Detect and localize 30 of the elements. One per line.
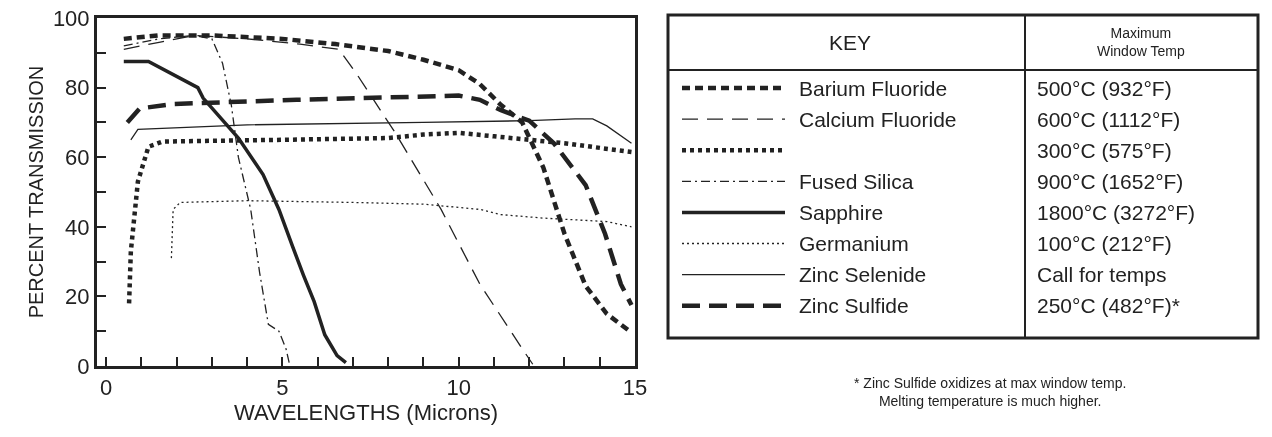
- x-tick-label: 15: [622, 375, 648, 401]
- x-tick-label: 10: [446, 375, 471, 401]
- text: 900°C (1652°F): [1037, 170, 1184, 193]
- text: 600°C (1112°F): [1037, 108, 1181, 131]
- legend-label: Sapphire: [799, 201, 884, 224]
- y-axis-title: PERCENT TRANSMISSION: [25, 65, 48, 319]
- text: 500°C (932°F): [1037, 77, 1172, 100]
- x-axis-title: WAVELENGTHS (Microns): [233, 400, 499, 426]
- y-tick-label: 80: [65, 75, 90, 101]
- text: 100°C (212°F): [1037, 232, 1172, 255]
- text: 250°C (482°F)*: [1037, 294, 1180, 317]
- legend-label: Calcium Fluoride: [799, 108, 957, 131]
- text: 1800°C (3272°F): [1037, 201, 1196, 224]
- x-tick-label: 0: [100, 375, 113, 401]
- y-tick-label: 20: [65, 284, 90, 310]
- y-tick-label: 40: [65, 214, 90, 240]
- legend-label: Zinc Selenide: [799, 263, 927, 286]
- legend-label: Barium Fluoride: [799, 77, 948, 100]
- text: KEY: [829, 31, 872, 54]
- text: Call for temps: [1037, 263, 1167, 286]
- legend-label: Germanium: [799, 232, 909, 255]
- y-tick-label: 100: [52, 5, 90, 31]
- text: 300°C (575°F): [1037, 139, 1172, 162]
- legend-label: Fused Silica: [799, 170, 914, 193]
- x-tick-label: 5: [276, 375, 289, 401]
- text: * Zinc Sulfide oxidizes at max window temp. Melting temperature is much higher.: [854, 375, 1127, 410]
- legend-label: Zinc Sulfide: [799, 294, 909, 317]
- y-tick-label: 60: [65, 144, 90, 170]
- y-tick-label: 0: [77, 353, 90, 379]
- text: Maximum Window Temp: [1097, 25, 1185, 60]
